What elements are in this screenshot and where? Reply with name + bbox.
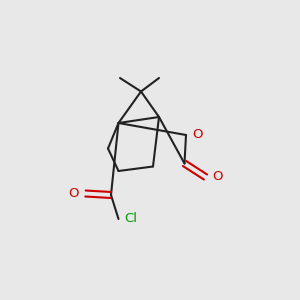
Text: O: O [68,187,79,200]
Text: Cl: Cl [124,212,137,226]
Text: O: O [212,170,223,184]
Text: O: O [193,128,203,142]
